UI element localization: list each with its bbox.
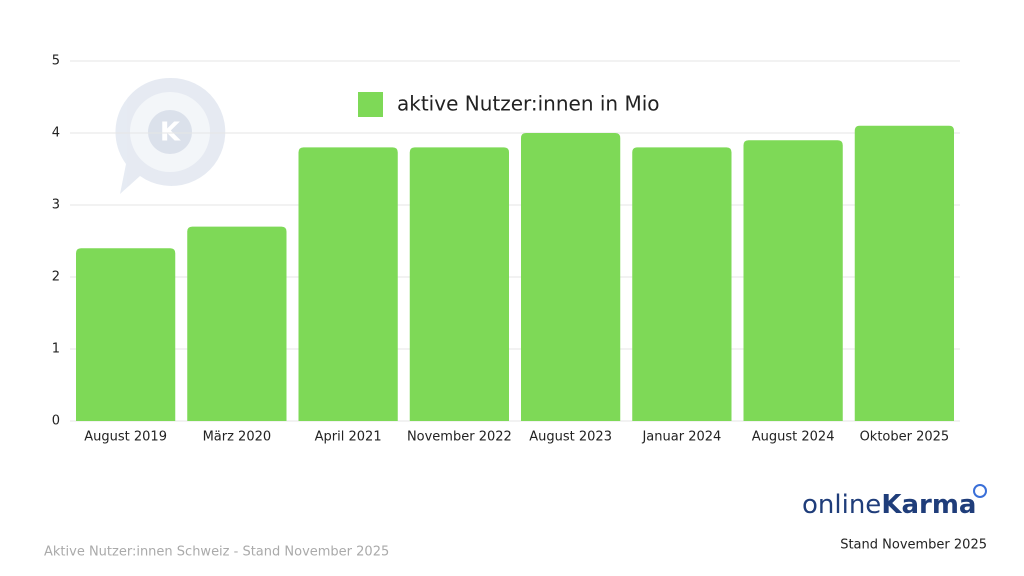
bar: [632, 147, 732, 421]
x-tick-label: März 2020: [203, 430, 272, 445]
x-tick-label: August 2024: [752, 430, 835, 445]
bar: [521, 133, 621, 421]
logo-part: online: [802, 490, 881, 520]
legend-swatch: [358, 92, 383, 117]
x-tick-label: August 2023: [529, 430, 612, 445]
y-tick-label: 4: [52, 126, 60, 141]
source-note: Aktive Nutzer:innen Schweiz - Stand Nove…: [44, 545, 389, 560]
x-tick-label: Oktober 2025: [860, 430, 950, 445]
logo-icon: [973, 484, 987, 498]
logo-part: Karma: [881, 490, 976, 520]
note: Stand November 2025: [840, 538, 987, 553]
bar: [743, 140, 843, 421]
legend-label: aktive Nutzer:innen in Mio: [397, 92, 660, 116]
logo: onlineKarma: [802, 490, 976, 520]
y-tick-label: 0: [52, 414, 60, 429]
bar: [76, 248, 176, 421]
bar: [187, 226, 287, 421]
bar: [854, 125, 954, 422]
y-tick-label: 3: [52, 198, 60, 213]
x-tick-label: April 2021: [315, 430, 382, 445]
bar: [298, 147, 398, 421]
x-tick-label: August 2019: [84, 430, 167, 445]
y-tick-label: 2: [52, 270, 60, 285]
plot-area: 0 1 2 3 4 5 August 2019 März 2020 April 2021 Nove…: [52, 54, 960, 445]
x-tick-label: Januar 2024: [641, 430, 721, 445]
x-tick-label: November 2022: [407, 430, 512, 445]
watermark: K: [115, 77, 226, 194]
bar: [409, 147, 509, 421]
y-tick-label: 1: [52, 342, 60, 357]
y-tick-label: 5: [52, 54, 60, 69]
